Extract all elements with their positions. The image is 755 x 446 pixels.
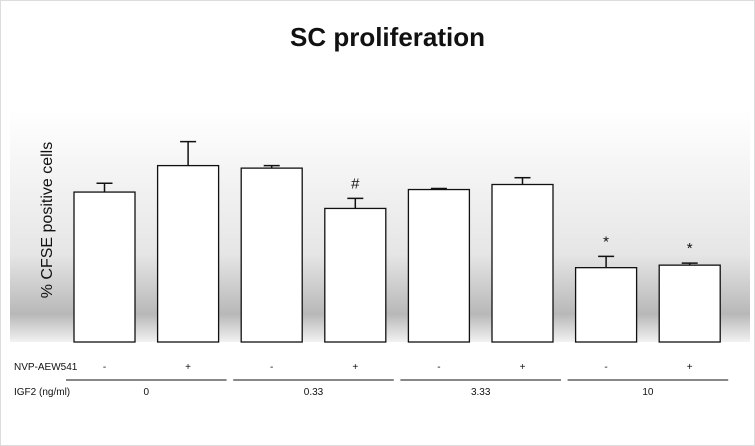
bar-8 [658,264,721,343]
bar-1 [73,191,136,343]
inhibitor-row-label: NVP-AEW541 [14,362,78,373]
inhibitor-tick-1: - [103,362,106,373]
inhibitor-tick-4: + [352,362,358,373]
bar-6 [491,183,554,343]
dose-tick-4: 10 [642,387,654,398]
dose-tick-3: 3.33 [471,387,491,398]
inhibitor-tick-2: + [185,362,191,373]
dose-tick-1: 0 [144,387,150,398]
significance-mark-4: # [351,175,360,192]
dose-tick-2: 0.33 [304,387,324,398]
category-labels: - + - + - + - +0 0.33 3.33 10 [66,362,729,398]
bar-4 [324,207,387,343]
bars-layer: # * * [73,140,721,343]
bar-3 [240,167,303,343]
inhibitor-tick-3: - [270,362,273,373]
bar-5 [407,188,471,343]
inhibitor-tick-7: - [604,362,607,373]
bar-2 [156,164,220,343]
chart-title: SC proliferation [289,22,485,52]
significance-mark-7: * [603,233,609,250]
inhibitor-tick-6: + [520,362,526,373]
y-axis-label: % CFSE positive cells [39,142,56,299]
inhibitor-tick-8: + [687,362,693,373]
significance-mark-8: * [687,240,693,257]
inhibitor-tick-5: - [437,362,440,373]
bar-7 [574,267,638,343]
dose-row-label: IGF2 (ng/ml) [14,387,70,398]
